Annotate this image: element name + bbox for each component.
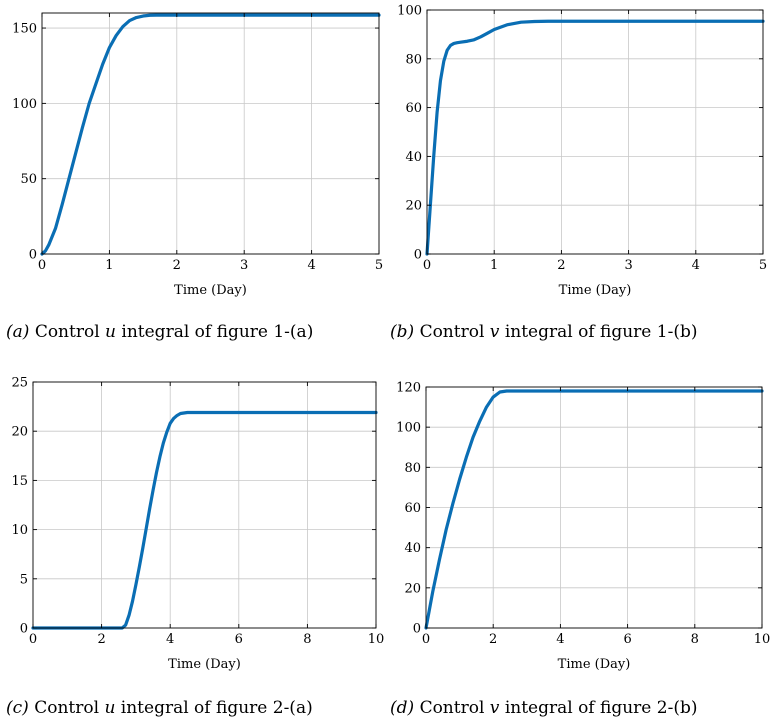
plot-frame — [426, 9, 764, 255]
caption-text: integral of figure 2-(b) — [505, 698, 698, 718]
y-tick-label: 50 — [20, 172, 37, 187]
y-tick-label: 80 — [405, 52, 422, 67]
x-tick-label: 4 — [556, 632, 564, 647]
y-tick-label: 0 — [29, 248, 37, 263]
y-tick-label: 100 — [397, 4, 422, 19]
x-tick-label: 4 — [166, 632, 174, 647]
grid-lines — [33, 382, 376, 628]
x-tick-label: 2 — [489, 632, 497, 647]
caption-text: integral of figure 2-(a) — [121, 698, 313, 718]
tick-marks — [425, 386, 763, 629]
y-tick-label: 80 — [404, 461, 421, 476]
x-tick-label: 6 — [623, 632, 631, 647]
caption-text: Control — [34, 698, 99, 718]
caption-text: integral of figure 1-(a) — [121, 322, 313, 342]
x-tick-label: 3 — [624, 258, 632, 273]
y-tick-label: 20 — [405, 199, 422, 214]
x-tick-label: 2 — [97, 632, 105, 647]
subfigure-caption: (c) Control u integral of figure 2-(a) — [6, 698, 313, 718]
x-tick-label: 4 — [692, 258, 700, 273]
series-line — [424, 389, 764, 630]
caption-text: Control — [420, 322, 485, 342]
grid-lines — [42, 13, 379, 254]
caption-text: Control — [35, 322, 100, 342]
caption-variable: v — [490, 698, 500, 718]
y-tick-label: 120 — [396, 381, 421, 396]
x-tick-label: 0 — [422, 632, 430, 647]
plot-frame — [41, 12, 380, 255]
grid-lines — [426, 387, 762, 628]
x-tick-label: 0 — [29, 632, 37, 647]
caption-letter: (d) — [390, 698, 414, 718]
x-tick-label: 10 — [368, 632, 385, 647]
subfigure-caption: (a) Control u integral of figure 1-(a) — [6, 322, 313, 342]
plot-frame — [32, 381, 377, 629]
y-tick-label: 60 — [405, 101, 422, 116]
panel-b: 0 1 2 3 4 5 0 20 40 60 80 100 Time (Day) (b) Control … — [390, 4, 767, 343]
y-tick-label: 100 — [12, 97, 37, 112]
x-tick-label: 10 — [754, 632, 770, 647]
y-tick-label: 20 — [11, 425, 28, 440]
x-tick-label: 6 — [235, 632, 243, 647]
caption-variable: v — [490, 322, 500, 342]
x-tick-label: 1 — [105, 258, 113, 273]
caption-variable: u — [105, 322, 116, 342]
tick-marks — [41, 13, 380, 255]
x-tick-label: 1 — [490, 258, 498, 273]
series-line — [40, 13, 381, 256]
y-tick-label: 60 — [404, 501, 421, 516]
caption-text: Control — [420, 698, 485, 718]
subfigure-caption: (b) Control v integral of figure 1-(b) — [390, 322, 697, 342]
series-line — [425, 19, 765, 256]
caption-letter: (b) — [390, 322, 414, 342]
y-tick-label: 100 — [396, 421, 421, 436]
panel-c: 0 2 4 6 8 10 0 5 10 15 20 25 Time (Day) (c) Control u… — [6, 376, 384, 719]
y-tick-label: 150 — [12, 22, 37, 37]
x-axis-label: Time (Day) — [558, 657, 631, 672]
caption-text: integral of figure 1-(b) — [505, 322, 698, 342]
x-axis-label: Time (Day) — [559, 283, 632, 298]
y-tick-label: 15 — [11, 474, 28, 489]
y-tick-label: 40 — [404, 541, 421, 556]
tick-marks — [426, 9, 764, 255]
x-tick-label: 8 — [691, 632, 699, 647]
grid-lines — [427, 10, 763, 254]
x-tick-label: 5 — [375, 258, 383, 273]
x-tick-label: 8 — [303, 632, 311, 647]
x-tick-label: 2 — [557, 258, 565, 273]
x-tick-label: 5 — [759, 258, 767, 273]
x-tick-label: 0 — [423, 258, 431, 273]
tick-marks — [32, 381, 377, 629]
x-axis-label: Time (Day) — [168, 657, 241, 672]
caption-letter: (c) — [6, 698, 29, 718]
y-tick-label: 20 — [404, 581, 421, 596]
y-tick-label: 0 — [413, 622, 421, 637]
caption-variable: u — [104, 698, 115, 718]
y-tick-label: 40 — [405, 150, 422, 165]
series-line — [31, 410, 378, 630]
caption-letter: (a) — [6, 322, 29, 342]
y-tick-label: 5 — [20, 572, 28, 587]
y-tick-label: 0 — [20, 622, 28, 637]
x-tick-label: 2 — [173, 258, 181, 273]
subfigure-caption: (d) Control v integral of figure 2-(b) — [390, 698, 697, 718]
x-tick-label: 0 — [38, 258, 46, 273]
y-tick-label: 0 — [414, 248, 422, 263]
x-tick-label: 4 — [307, 258, 315, 273]
y-tick-label: 10 — [11, 523, 28, 538]
x-axis-label: Time (Day) — [174, 283, 247, 298]
y-tick-label: 25 — [11, 376, 28, 391]
x-tick-label: 3 — [240, 258, 248, 273]
